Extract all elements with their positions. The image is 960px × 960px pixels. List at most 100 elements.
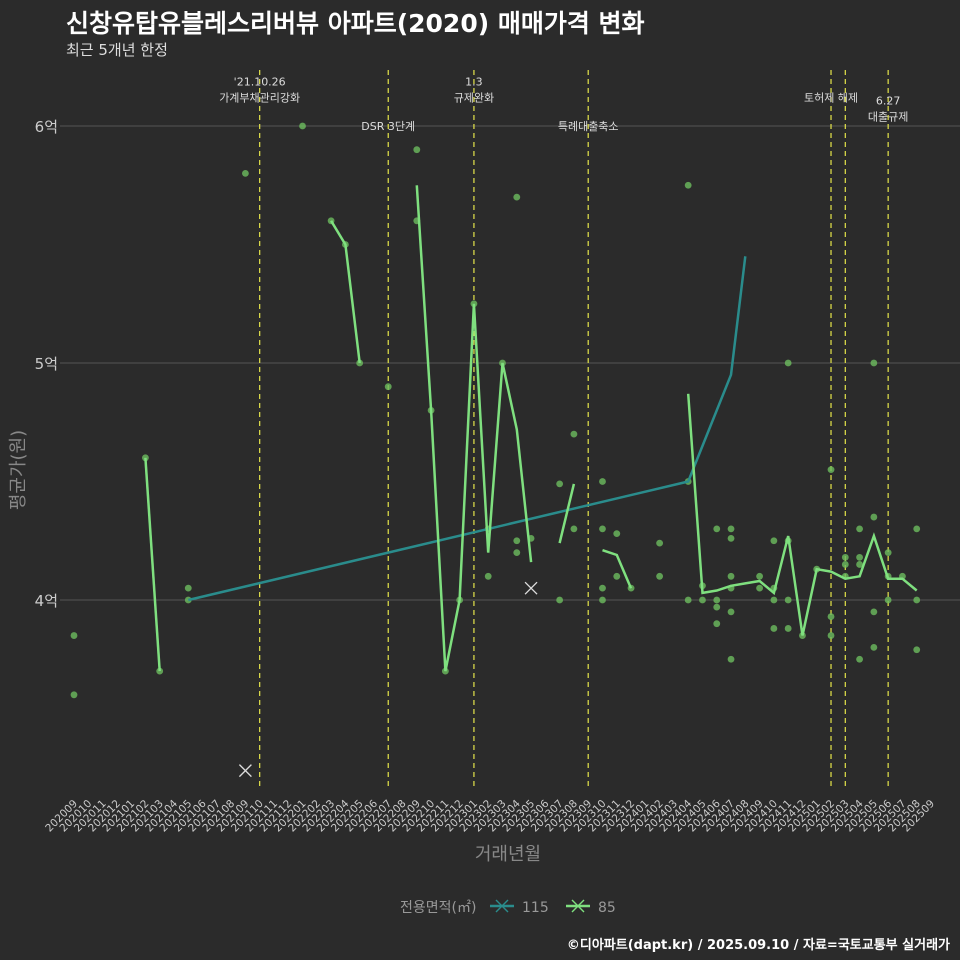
data-point	[727, 655, 735, 663]
data-point	[570, 525, 578, 533]
data-point	[384, 383, 392, 391]
data-point	[870, 644, 878, 651]
data-point	[699, 596, 706, 604]
y-tick-label: 6억	[35, 118, 58, 136]
data-point	[727, 525, 735, 533]
series-line-85	[415, 185, 533, 672]
data-point	[713, 525, 721, 533]
data-point	[856, 561, 863, 568]
data-point	[827, 632, 835, 639]
chart-subtitle: 최근 5개년 한정	[66, 41, 168, 59]
y-axis-label: 평균가(원)	[8, 430, 29, 510]
data-point	[713, 620, 721, 628]
data-point	[684, 181, 692, 189]
y-tick-label: 4억	[35, 592, 58, 610]
data-point	[856, 655, 863, 663]
data-point	[599, 584, 606, 592]
event-label: 토허제 해제	[804, 91, 858, 105]
data-point	[684, 596, 692, 604]
data-point	[713, 596, 721, 604]
data-point	[727, 534, 735, 542]
data-point	[570, 430, 578, 438]
legend-title: 전용면적(㎡)	[400, 900, 476, 916]
data-point	[613, 530, 621, 538]
data-point	[841, 561, 849, 568]
data-point	[841, 553, 849, 561]
data-point	[913, 525, 921, 533]
data-point	[756, 584, 763, 592]
data-point	[242, 170, 249, 177]
data-point	[184, 596, 192, 604]
event-label-line: DSR 3단계	[361, 120, 415, 133]
data-point	[827, 466, 835, 474]
data-point	[913, 646, 921, 654]
event-label: 특례대출축소	[558, 120, 619, 133]
source-caption: ©디아파트(dapt.kr) / 2025.09.10 / 자료=국토교통부 실…	[566, 938, 950, 953]
event-label: DSR 3단계	[361, 120, 415, 133]
event-label-line: 가계부채관리강화	[219, 92, 300, 105]
event-label-line: 특례대출축소	[558, 120, 619, 133]
data-point	[70, 691, 78, 699]
data-point	[299, 122, 306, 130]
data-point	[870, 359, 878, 367]
x-axis-label: 거래년월	[475, 844, 541, 865]
data-point	[70, 632, 78, 639]
data-point	[870, 513, 878, 521]
data-point	[884, 596, 892, 604]
legend-key-marker	[571, 899, 585, 913]
data-point	[770, 625, 778, 632]
series-line-85	[144, 457, 161, 672]
event-label-line: 토허제 해제	[804, 91, 858, 105]
cancelled-marker	[238, 764, 252, 778]
data-point	[413, 146, 421, 154]
data-point	[727, 608, 735, 616]
legend-entry-label: 85	[598, 900, 616, 916]
data-point	[656, 539, 664, 547]
y-tick-label: 5억	[35, 355, 58, 373]
legend-key-marker	[495, 899, 509, 913]
data-point	[856, 553, 863, 561]
event-label: '21.10.26 가계부채관리강화	[219, 76, 300, 105]
data-point	[884, 549, 892, 556]
data-point	[556, 596, 564, 604]
event-label: 1.3 규제완화	[454, 76, 494, 105]
series-line-85	[686, 393, 918, 636]
data-point	[913, 596, 921, 604]
data-point	[784, 596, 792, 604]
data-point	[656, 572, 664, 580]
data-point	[513, 537, 521, 545]
data-point	[827, 613, 835, 620]
data-point	[770, 537, 778, 545]
event-label-line: 규제완화	[454, 92, 494, 105]
data-point	[613, 572, 621, 580]
data-point	[184, 584, 192, 592]
event-label: 6.27 대출규제	[868, 95, 908, 124]
data-point	[727, 572, 735, 580]
data-point	[784, 625, 792, 632]
data-point	[484, 572, 492, 580]
legend-entry-label: 115	[522, 900, 549, 916]
data-point	[513, 549, 521, 556]
data-point	[870, 608, 878, 616]
data-point	[599, 478, 606, 485]
event-label-line: 1.3	[465, 76, 483, 89]
cancelled-marker	[524, 581, 538, 595]
series-line-85	[330, 220, 361, 364]
data-point	[556, 480, 564, 488]
event-label-line: 6.27	[876, 95, 901, 108]
chart-title: 신창유탑유블레스리버뷰 아파트(2020) 매매가격 변화	[66, 9, 645, 38]
data-point	[784, 359, 792, 367]
data-point	[513, 193, 521, 201]
data-point	[856, 525, 863, 533]
series-line-85	[602, 549, 633, 589]
data-point	[599, 596, 606, 604]
event-label-line: '21.10.26	[234, 76, 286, 89]
series-line-85	[558, 483, 576, 544]
data-point	[770, 596, 778, 604]
data-point	[156, 667, 164, 675]
data-point	[756, 572, 763, 580]
data-point	[599, 525, 606, 533]
data-point	[713, 603, 721, 611]
